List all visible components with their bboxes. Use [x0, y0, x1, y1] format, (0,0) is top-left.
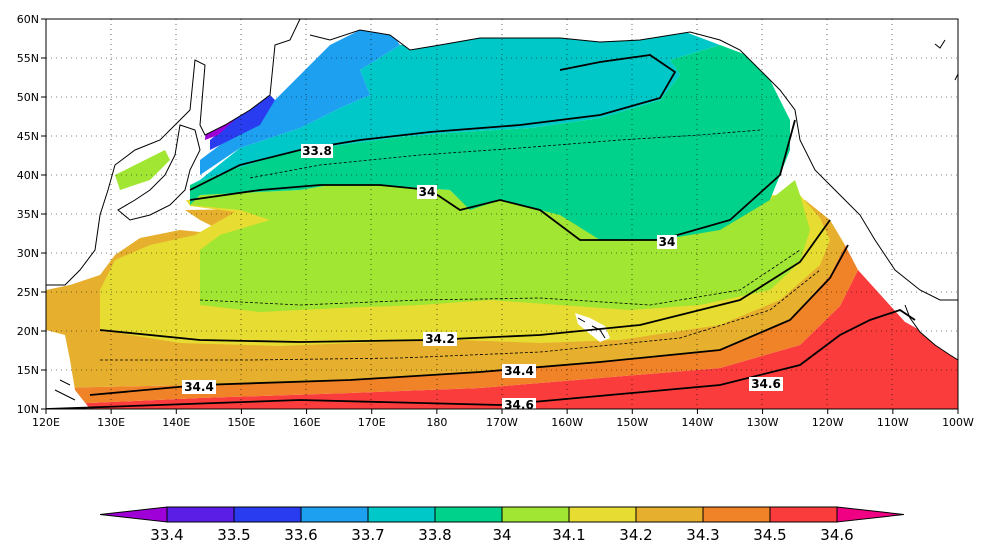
contour-label-group: 33.8 34 34 34.2 34.4 34.4 34.6 34.6 [182, 144, 783, 412]
colorbar-label: 34 [492, 526, 511, 544]
lon-tick-label: 150E [227, 416, 255, 429]
lon-tick-label: 120E [32, 416, 60, 429]
colorbar-swatch [233, 506, 302, 523]
lat-tick-label: 60N [17, 13, 39, 26]
japan-sea-band [115, 150, 170, 190]
colorbar-left-arrow [99, 506, 168, 523]
colorbar-swatch [702, 506, 771, 523]
lat-tick-label: 10N [17, 403, 39, 416]
colorbar-swatch [434, 506, 503, 523]
colorbar-swatch [166, 506, 235, 523]
band-34.0 [190, 180, 810, 312]
colorbar-label: 34.5 [753, 526, 786, 544]
contour-label-34-b: 34 [659, 235, 676, 249]
colorbar-swatch [769, 506, 838, 523]
latitude-axis: 10N 15N 20N 25N 30N 35N 40N 45N 50N 55N 60N [17, 13, 46, 416]
colorbar-right-arrow [836, 506, 905, 523]
colorbar-swatch [635, 506, 704, 523]
lat-tick-label: 55N [17, 52, 39, 65]
colorbar-label: 34.1 [552, 526, 585, 544]
lat-tick-label: 35N [17, 208, 39, 221]
colorbar-label: 34.2 [619, 526, 652, 544]
lon-tick-label: 170W [486, 416, 518, 429]
colorbar-label: 33.7 [351, 526, 384, 544]
lon-tick-label: 110W [877, 416, 909, 429]
colorbar: 33.4 33.5 33.6 33.7 33.8 34 34.1 34.2 34.3 34.5 34… [99, 506, 905, 544]
colorbar-label: 33.6 [284, 526, 317, 544]
lat-tick-label: 25N [17, 286, 39, 299]
contour-label-34-2: 34.2 [425, 332, 455, 346]
longitude-axis: 120E 130E 140E 150E 160E 170E 180 170W 160W 150W 1… [32, 409, 974, 429]
lon-tick-label: 140W [681, 416, 713, 429]
colorbar-swatch [367, 506, 436, 523]
contour-label-33-8: 33.8 [302, 144, 332, 158]
map-plot-area: 33.8 34 34 34.2 34.4 34.4 34.6 34.6 [46, 19, 958, 412]
colorbar-swatch [501, 506, 570, 523]
colorbar-label: 34.3 [686, 526, 719, 544]
band-34.3 [46, 245, 858, 405]
colorbar-label: 33.5 [217, 526, 250, 544]
colorbar-swatch [300, 506, 369, 523]
contour-label-34-4-a: 34.4 [184, 380, 214, 394]
lon-tick-label: 160W [551, 416, 583, 429]
lon-tick-label: 130W [747, 416, 779, 429]
lon-tick-label: 120W [812, 416, 844, 429]
band-33.6 [200, 30, 400, 175]
lat-tick-label: 15N [17, 364, 39, 377]
lon-tick-label: 140E [162, 416, 190, 429]
lat-tick-label: 20N [17, 325, 39, 338]
philippines-land [46, 330, 90, 409]
contour-lines [46, 54, 916, 409]
lon-tick-label: 180 [426, 416, 447, 429]
lon-tick-label: 170E [358, 416, 386, 429]
lat-tick-label: 40N [17, 169, 39, 182]
contour-label-34-4-b: 34.4 [504, 364, 534, 378]
north-america-south-landmass [905, 300, 958, 360]
colorbar-label: 34.6 [820, 526, 853, 544]
band-34.5 [46, 270, 958, 409]
contour-label-34-6-a: 34.6 [504, 398, 534, 412]
lon-tick-label: 150W [616, 416, 648, 429]
lat-tick-label: 45N [17, 130, 39, 143]
colorbar-swatch [568, 506, 637, 523]
aleutian-alaska-landmass [300, 19, 958, 300]
japan-island [118, 125, 200, 220]
lon-tick-label: 130E [97, 416, 125, 429]
coastlines [46, 19, 958, 401]
band-33.8 [190, 45, 790, 240]
contour-label-34-a: 34 [419, 185, 436, 199]
band-33.5 [210, 90, 275, 150]
lat-tick-label: 30N [17, 247, 39, 260]
lon-tick-label: 160E [293, 416, 321, 429]
contour-label-34-6-b: 34.6 [751, 377, 781, 391]
lat-tick-label: 50N [17, 91, 39, 104]
colorbar-label: 33.8 [418, 526, 451, 544]
hawaii-islands [575, 313, 610, 342]
colorbar-label: 33.4 [150, 526, 183, 544]
asia-landmass [46, 19, 300, 290]
lon-tick-label: 100W [942, 416, 974, 429]
